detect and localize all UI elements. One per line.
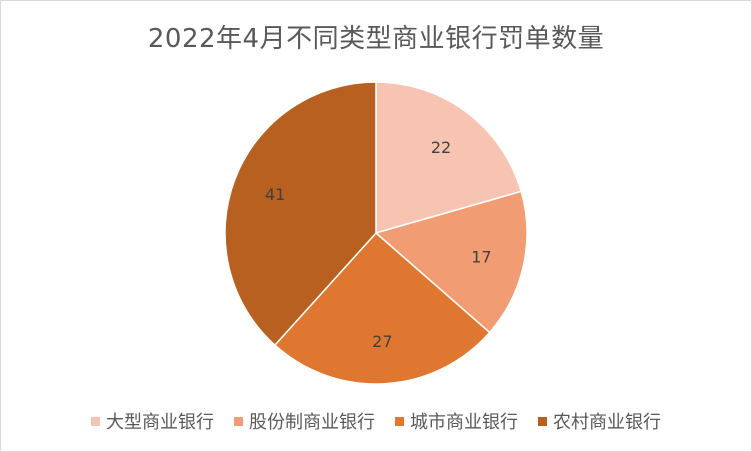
data-label: 22: [431, 138, 451, 157]
slice-city-banks: [273, 231, 491, 385]
legend-swatch: [234, 416, 243, 426]
legend-label: 城市商业银行: [410, 412, 518, 433]
data-label: 27: [372, 332, 392, 351]
data-label: 41: [265, 185, 285, 204]
legend-label: 股份制商业银行: [249, 412, 375, 433]
legend-swatch: [395, 416, 404, 426]
legend-swatch: [91, 416, 100, 426]
legend-item-large-banks: 大型商业银行: [91, 408, 214, 434]
legend-label: 农村商业银行: [553, 412, 661, 433]
slice-rural-banks: [224, 81, 377, 347]
legend-item-rural-banks: 农村商业银行: [538, 408, 661, 434]
chart-title: 2022年4月不同类型商业银行罚单数量: [147, 24, 605, 54]
slice-joint-stock-banks: [374, 190, 528, 334]
legend-label: 大型商业银行: [106, 412, 214, 433]
legend-swatch: [538, 416, 547, 426]
pie-labels: 22 17 27 41: [265, 138, 492, 351]
legend: 大型商业银行 股份制商业银行 城市商业银行 农村商业银行: [0, 408, 752, 434]
slice-large-banks: [375, 81, 523, 234]
legend-item-joint-stock-banks: 股份制商业银行: [234, 408, 375, 434]
legend-item-city-banks: 城市商业银行: [395, 408, 518, 434]
data-label: 17: [471, 248, 491, 267]
pie-slices: [224, 81, 528, 385]
